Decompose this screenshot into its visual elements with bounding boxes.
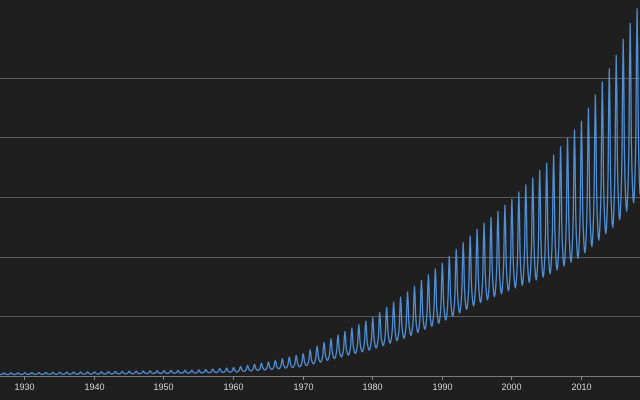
x-tick-label: 1980: [362, 382, 382, 392]
series-group: [0, 8, 640, 376]
x-tick-label: 2000: [501, 382, 521, 392]
y-gridlines: [0, 78, 640, 317]
x-tick-label: 1960: [223, 382, 243, 392]
x-tick-label: 1940: [84, 382, 104, 392]
series-line: [0, 8, 640, 376]
x-tick-label: 1990: [432, 382, 452, 392]
x-tick-label: 1970: [293, 382, 313, 392]
x-tick-label: 1930: [14, 382, 34, 392]
x-tick-label: 2010: [571, 382, 591, 392]
x-axis: 1930 1940 1950 1960 1970 1980 1990 2000 2010: [0, 376, 640, 392]
x-tick-label: 1950: [153, 382, 173, 392]
